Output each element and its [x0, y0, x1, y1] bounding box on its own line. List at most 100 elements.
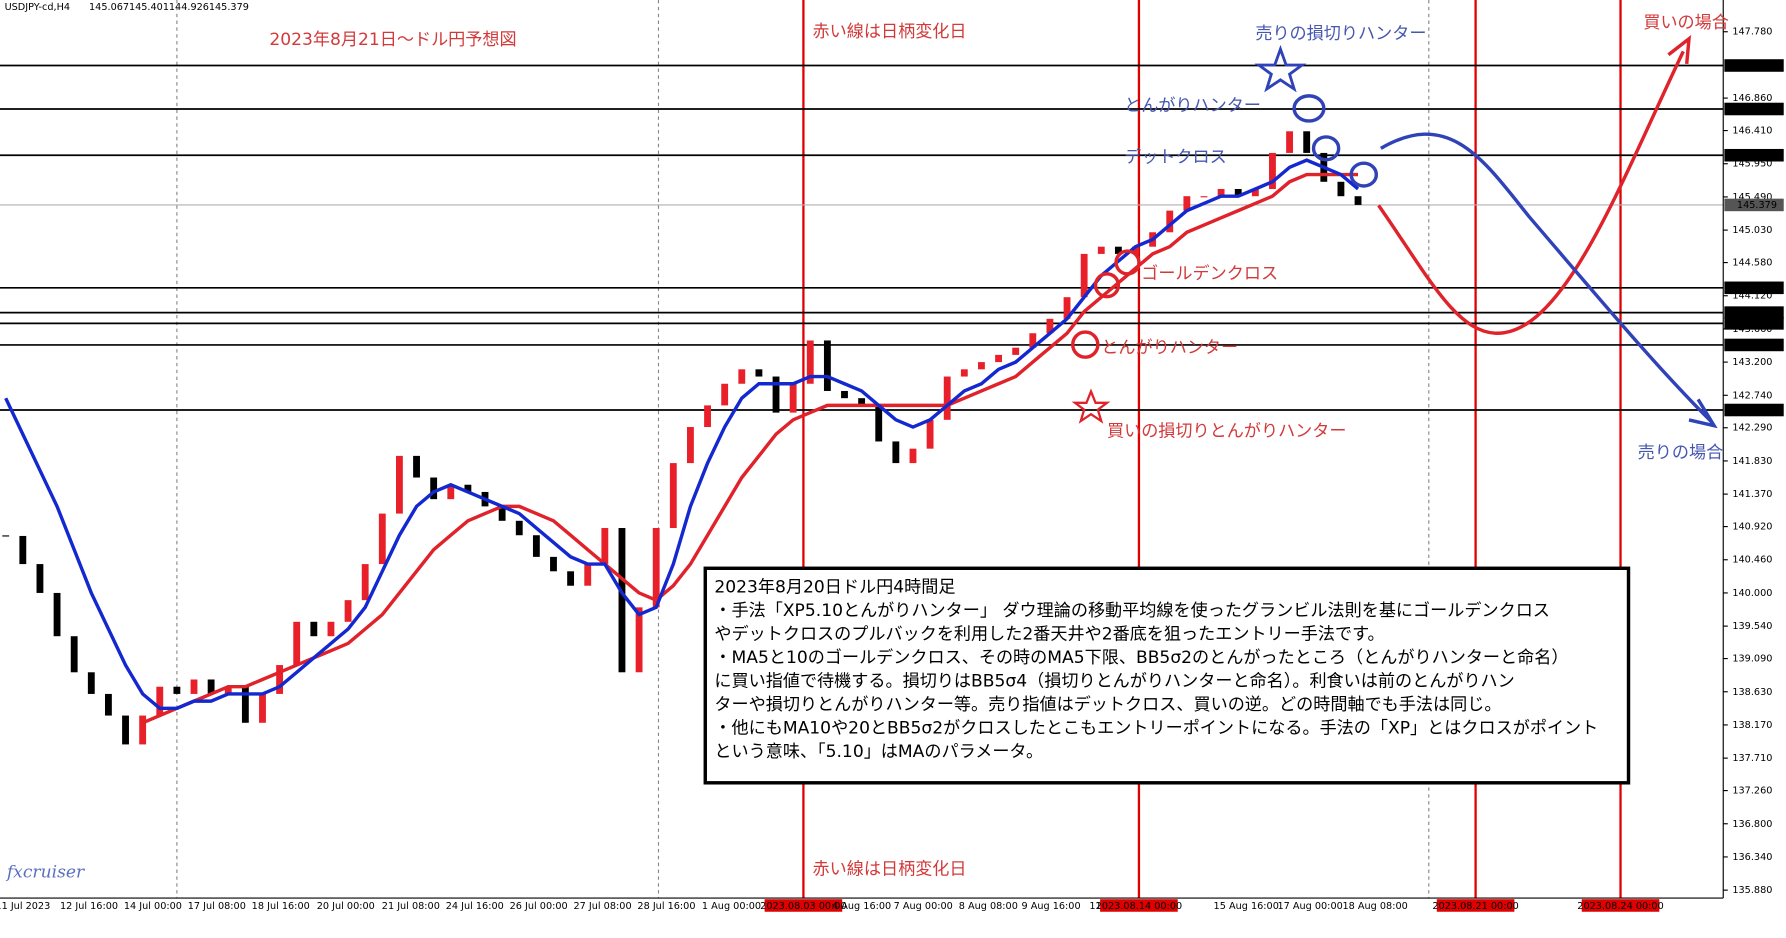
- annotation: 売りの損切りハンター: [1255, 24, 1426, 44]
- y-tick-label: 142.740: [1732, 390, 1772, 401]
- y-tick-label: 139.540: [1732, 621, 1772, 632]
- x-tick-label: 11 Jul 2023: [0, 901, 50, 912]
- x-tick-label: 2023.08.24 00:00: [1577, 901, 1663, 912]
- candle: [1337, 181, 1345, 197]
- circle: [1071, 330, 1100, 359]
- circle: [1114, 249, 1141, 276]
- annotation: 買いの損切りとんがりハンター: [1107, 421, 1347, 441]
- ohlc-value: 145.379: [209, 2, 249, 13]
- y-tick-label: 146.860: [1732, 93, 1772, 104]
- y-tick-label: 139.090: [1732, 654, 1772, 665]
- arrow-head: [1688, 398, 1718, 429]
- x-label-bg: [764, 899, 843, 912]
- candle: [447, 484, 455, 500]
- candle: [567, 571, 575, 586]
- note-line: ・手法「XP5.10とんがりハンター」 ダウ理論の移動平均線を使ったグランビル法…: [714, 600, 1550, 621]
- star: [1071, 388, 1111, 424]
- arrow-head: [1667, 35, 1692, 65]
- axes: 11 Jul 2023 12 Jul 16:00 14 Jul 00:00 17 Ju…: [0, 27, 1784, 912]
- x-tick-label: 7 Aug 00:00: [894, 901, 953, 912]
- x-tick-label: 17 Jul 08:00: [188, 901, 246, 912]
- x-tick-label: 20 Jul 00:00: [317, 901, 375, 912]
- candle: [173, 686, 181, 694]
- candle: [892, 441, 900, 464]
- candle: [1046, 318, 1054, 334]
- y-tick-label: 145.030: [1732, 225, 1772, 236]
- candle: [207, 679, 215, 694]
- candle: [396, 455, 403, 514]
- x-tick-label: 12 Jul 16:00: [60, 901, 118, 912]
- x-tick-label: 2023.08.14 00:00: [1096, 901, 1182, 912]
- y-tick-label: 143.200: [1732, 357, 1772, 368]
- level-label-bg: [1724, 198, 1784, 212]
- y-tick-label: 137.710: [1732, 753, 1772, 764]
- annotation: 売りの場合: [1638, 443, 1724, 463]
- note-line: ターや損切りとんがりハンター等。売り指値はデットクロス、買いの逆。どの時間軸でも…: [714, 694, 1501, 715]
- candle: [550, 556, 557, 572]
- candle: [1097, 246, 1105, 254]
- x-tick-label: 27 Jul 08:00: [574, 901, 632, 912]
- candle: [1166, 210, 1174, 233]
- candle: [1012, 347, 1020, 355]
- x-tick-label: 2023.08.21 00:00: [1432, 901, 1518, 912]
- y-tick-label: 137.260: [1732, 786, 1772, 797]
- candle: [687, 427, 694, 464]
- level-label-bg: [1724, 102, 1784, 116]
- candle: [1354, 196, 1362, 205]
- circle: [1311, 135, 1341, 162]
- level-label-bg: [1724, 338, 1784, 352]
- circle: [1292, 94, 1326, 123]
- y-tick-label: 141.370: [1732, 489, 1772, 500]
- x-tick-label: 24 Jul 16:00: [446, 901, 504, 912]
- candle: [601, 528, 609, 565]
- level-label: 142.536: [1737, 405, 1777, 416]
- annotation: ゴールデンクロス: [1141, 263, 1278, 284]
- x-label-bg: [1581, 899, 1660, 912]
- candle: [498, 506, 506, 521]
- y-tick-label: 141.830: [1732, 456, 1772, 467]
- candle: [532, 535, 540, 557]
- candle: [652, 528, 660, 608]
- y-tick-label: 136.340: [1732, 852, 1772, 863]
- y-tick-label: 136.800: [1732, 819, 1772, 830]
- candle: [823, 340, 831, 391]
- annotation: 赤い線は日柄変化日: [813, 22, 967, 42]
- candle: [1234, 188, 1242, 197]
- y-tick-label: 146.410: [1732, 126, 1772, 137]
- candle: [276, 665, 284, 694]
- level-label: 145.379: [1737, 200, 1777, 211]
- candle: [584, 564, 592, 586]
- candle: [669, 463, 677, 529]
- annotation: とんがりハンター: [1124, 96, 1261, 116]
- candle: [772, 376, 780, 413]
- candle: [1114, 246, 1122, 254]
- x-tick-label: 2023.08.03 00:00: [760, 901, 846, 912]
- candle: [1303, 131, 1311, 153]
- note-box: [703, 566, 1631, 785]
- annotation: 2023年8月21日〜ドル円予想図: [269, 30, 516, 50]
- note-line: ・他にもMA10や20とBB5σ2がクロスしたとこもエントリーポイントになる。手…: [714, 719, 1598, 739]
- x-tick-label: 18 Aug 08:00: [1342, 901, 1407, 912]
- candle: [858, 398, 866, 406]
- x-label-bg: [1100, 899, 1178, 912]
- level-label-bg: [1724, 281, 1784, 295]
- annotation: とんがりハンター: [1101, 338, 1238, 358]
- level-label-bg: [1724, 306, 1784, 319]
- candle: [70, 636, 78, 673]
- y-tick-label: 142.290: [1732, 423, 1772, 434]
- candle: [1183, 196, 1191, 211]
- x-tick-label: 28 Jul 16:00: [637, 901, 695, 912]
- sell-forecast: [1380, 132, 1714, 424]
- x-tick-label: 9 Aug 16:00: [1021, 901, 1080, 912]
- candle: [310, 621, 318, 637]
- ohlc-value: 145.067: [89, 2, 129, 13]
- annotation: 赤い線は日柄変化日: [813, 860, 967, 880]
- candle: [618, 528, 626, 673]
- candle: [293, 621, 301, 666]
- candle: [2, 535, 10, 537]
- candle: [139, 715, 147, 745]
- note-line: に買い指値で待機する。損切りはBB5σ4（損切りとんがりハンターと命名）。利食い…: [714, 672, 1514, 692]
- moving-average: [4, 158, 1360, 711]
